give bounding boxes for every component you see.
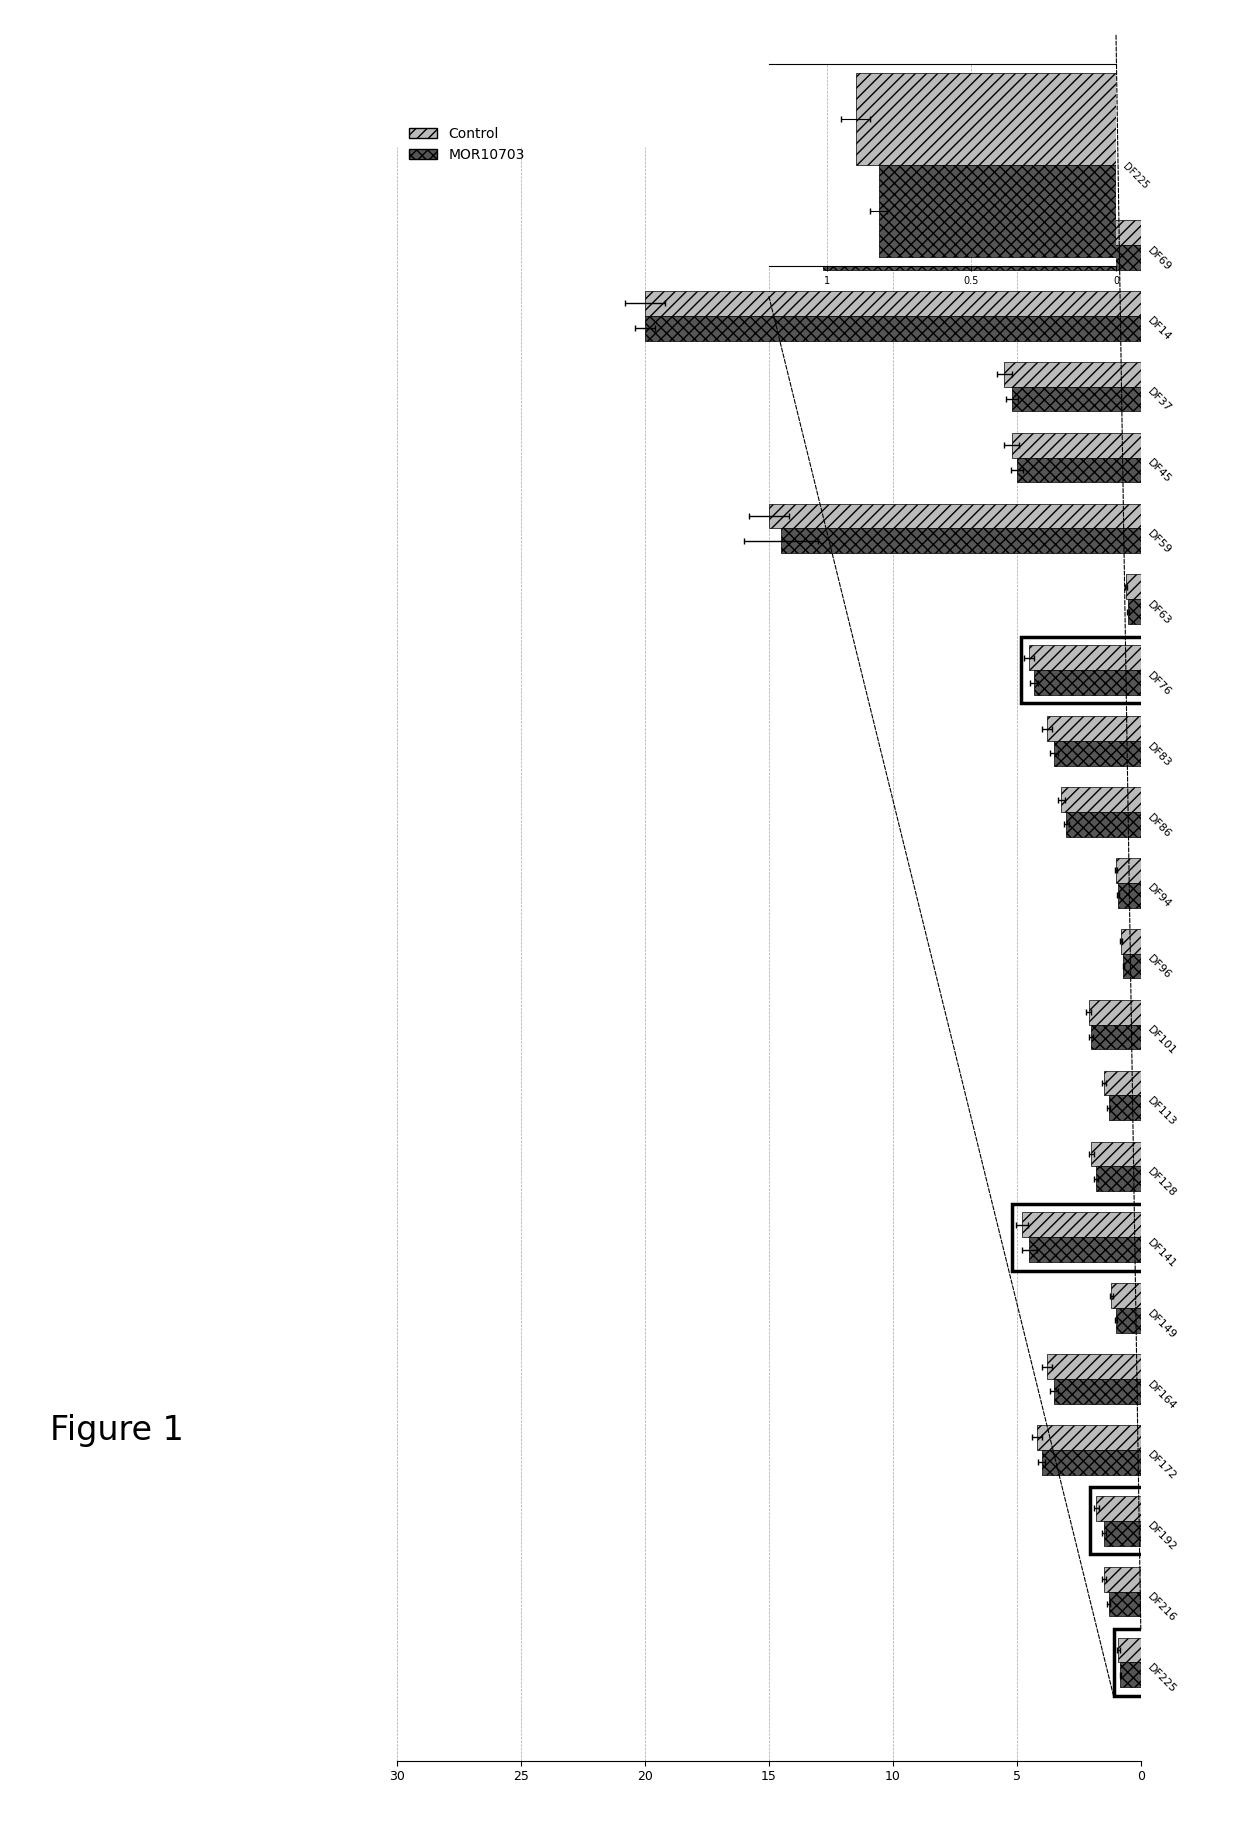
Bar (1022, 1212, 1141, 1238)
Bar (1123, 954, 1141, 979)
Legend: Control, MOR10703: Control, MOR10703 (404, 121, 531, 167)
Bar (1104, 1566, 1141, 1592)
Bar (1109, 1095, 1141, 1121)
Bar (1104, 1071, 1141, 1095)
Bar (1109, 1592, 1141, 1616)
Bar (1091, 1025, 1141, 1049)
Bar (1118, 882, 1141, 908)
Bar (1116, 858, 1141, 882)
Bar (645, 315, 1141, 341)
Bar (1017, 457, 1141, 482)
Bar (1118, 1638, 1141, 1662)
Bar (1091, 1141, 1141, 1166)
Bar (1047, 717, 1141, 741)
Bar (1037, 1425, 1141, 1451)
Bar (823, 246, 1141, 270)
Bar (1104, 1520, 1141, 1546)
Bar (1054, 741, 1141, 767)
Bar (1029, 646, 1141, 669)
Bar (1121, 928, 1141, 954)
Bar (1012, 433, 1141, 457)
Bar (1012, 387, 1141, 411)
Bar (1126, 574, 1141, 600)
Bar (879, 165, 1116, 257)
Bar (1054, 1379, 1141, 1403)
Bar (1047, 1353, 1141, 1379)
Bar (856, 73, 1116, 165)
Bar (1061, 787, 1141, 812)
Bar (1089, 1000, 1141, 1025)
Bar (1096, 1166, 1141, 1190)
Bar (1116, 1308, 1141, 1333)
Bar (1029, 1238, 1141, 1262)
Bar (781, 528, 1141, 554)
Bar (1042, 1451, 1141, 1475)
Bar (769, 504, 1141, 528)
Text: Figure 1: Figure 1 (50, 1414, 184, 1447)
Bar (1034, 669, 1141, 695)
Bar (806, 220, 1141, 246)
Bar (1004, 361, 1141, 387)
Bar (1066, 812, 1141, 836)
Bar (1111, 1284, 1141, 1308)
Bar (1096, 1497, 1141, 1520)
Bar (1128, 600, 1141, 624)
Bar (645, 292, 1141, 315)
Bar (1121, 1662, 1141, 1687)
